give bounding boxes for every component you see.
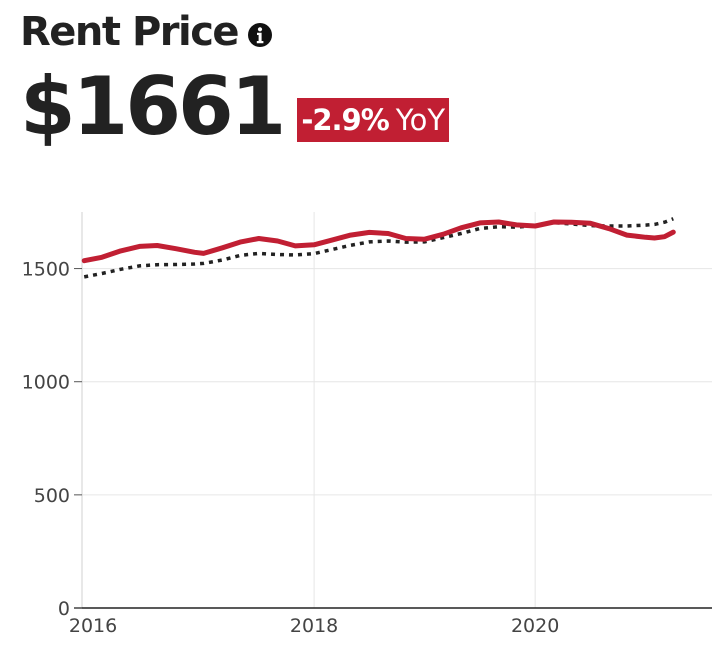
yoy-change-value: -2.9% <box>301 103 389 137</box>
chart-header: Rent Price $1661 -2.9% YoY <box>20 0 450 152</box>
y-tick-label: 500 <box>34 485 70 507</box>
x-tick-label: 2016 <box>69 615 117 637</box>
chart-title: Rent Price <box>20 9 240 55</box>
series-line-dotted <box>83 217 674 279</box>
y-tick-label: 1500 <box>22 259 70 281</box>
title-row: Rent Price <box>20 0 273 64</box>
y-tick-label: 1000 <box>22 372 70 394</box>
yoy-change-badge: -2.9% YoY <box>297 98 450 142</box>
info-circle-icon[interactable] <box>247 22 273 48</box>
x-tick-label: 2020 <box>511 615 559 637</box>
value-row: $1661 -2.9% YoY <box>20 60 450 153</box>
x-tick-label: 2018 <box>290 615 338 637</box>
yoy-change-unit: YoY <box>395 103 446 137</box>
current-price: $1661 <box>20 60 286 153</box>
series-line-solid <box>81 219 676 264</box>
y-tick-label: 0 <box>58 598 70 620</box>
